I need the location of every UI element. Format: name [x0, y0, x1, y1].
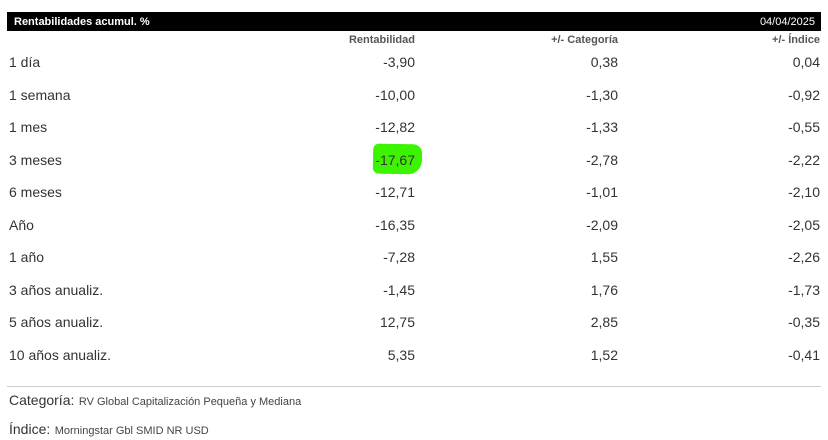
period-cell: 1 año [9, 249, 45, 265]
categoria-cell: 1,52 [590, 346, 618, 363]
categoria-cell: 1,76 [590, 281, 618, 298]
table-row: 3 meses -17,67 -2,78 -2,22 [0, 143, 828, 174]
rentabilidad-cell: 5,35 [387, 346, 415, 363]
table-date: 04/04/2025 [759, 15, 815, 28]
indice-label: Índice: [9, 421, 51, 437]
indice-value: Morningstar Gbl SMID NR USD [54, 425, 209, 437]
column-header-categoria: +/- Categoría [551, 34, 618, 46]
table-title: Rentabilidades acumul. % [14, 15, 150, 28]
indice-cell: -0,41 [788, 346, 820, 363]
footer-divider [7, 386, 821, 387]
table-row: 10 años anualiz. 5,35 1,52 -0,41 [0, 342, 828, 368]
footer-indice: Índice: Morningstar Gbl SMID NR USD [9, 420, 209, 438]
indice-cell: -0,92 [788, 86, 820, 103]
period-cell: 3 años anualiz. [9, 281, 104, 298]
rentabilidad-cell: -1,45 [383, 281, 415, 298]
categoria-cell: -1,01 [586, 184, 618, 200]
table-row: 5 años anualiz. 12,75 2,85 -0,35 [0, 309, 828, 335]
indice-cell: 0,04 [792, 54, 820, 70]
categoria-label: Categoría: [9, 392, 75, 408]
indice-cell: -0,35 [788, 314, 820, 330]
period-cell: 1 mes [9, 119, 48, 135]
period-cell: Año [9, 216, 34, 233]
period-cell: 6 meses [9, 184, 62, 200]
table-row: 6 meses -12,71 -1,01 -2,10 [0, 179, 828, 205]
rentabilidad-cell: -12,71 [375, 184, 415, 200]
indice-cell: -2,26 [788, 249, 820, 265]
categoria-value: RV Global Capitalización Pequeña y Media… [78, 396, 302, 408]
rentabilidad-cell: 12,75 [379, 314, 415, 330]
categoria-cell: -1,33 [586, 119, 618, 135]
table-row: 1 día -3,90 0,38 0,04 [0, 49, 828, 75]
period-cell: 5 años anualiz. [9, 314, 104, 330]
categoria-cell: -1,30 [586, 86, 618, 103]
categoria-cell: 2,85 [590, 314, 618, 330]
footer-categoria: Categoría: RV Global Capitalización Pequ… [9, 391, 301, 409]
rentabilidad-cell: -3,90 [383, 54, 415, 70]
categoria-cell: 0,38 [590, 54, 618, 70]
column-header-indice: +/- Índice [772, 34, 820, 46]
indice-cell: -2,22 [788, 151, 820, 168]
rentabilidad-cell: -12,82 [375, 119, 415, 135]
table-row: 1 semana -10,00 -1,30 -0,92 [0, 82, 828, 108]
indice-cell: -2,05 [788, 216, 820, 233]
indice-cell: -1,73 [788, 281, 820, 298]
table-row: 3 años anualiz. -1,45 1,76 -1,73 [0, 277, 828, 303]
categoria-cell: 1,55 [590, 249, 618, 265]
table-header-bar: Rentabilidades acumul. % 04/04/2025 [7, 12, 821, 31]
rentabilidad-cell: -16,35 [375, 216, 415, 233]
indice-cell: -0,55 [788, 119, 820, 135]
period-cell: 1 semana [9, 86, 71, 103]
rentabilidad-cell: -10,00 [375, 86, 415, 103]
categoria-cell: -2,09 [586, 216, 618, 233]
period-cell: 3 meses [9, 151, 62, 168]
period-cell: 10 años anualiz. [9, 346, 111, 363]
period-cell: 1 día [9, 54, 41, 70]
table-row: 1 año -7,28 1,55 -2,26 [0, 244, 828, 270]
indice-cell: -2,10 [788, 184, 820, 200]
table-row: 1 mes -12,82 -1,33 -0,55 [0, 114, 828, 140]
categoria-cell: -2,78 [586, 151, 618, 168]
column-header-rentabilidad: Rentabilidad [348, 34, 415, 46]
rentabilidad-cell: -17,67 [375, 151, 415, 168]
rentabilidad-cell: -7,28 [383, 249, 415, 265]
table-row: Año -16,35 -2,09 -2,05 [0, 212, 828, 238]
